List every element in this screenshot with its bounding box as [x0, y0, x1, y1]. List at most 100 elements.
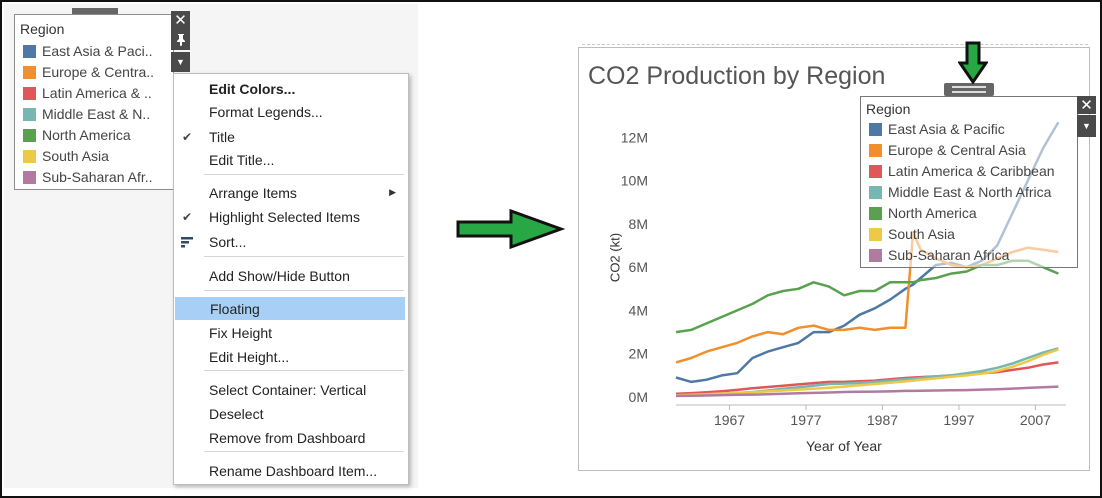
legend-swatch — [869, 248, 882, 262]
legend-item[interactable]: Middle East & North Africa — [869, 182, 1083, 202]
menu-item-label: Edit Height... — [209, 348, 290, 365]
menu-item-label: Format Legends... — [209, 103, 323, 120]
legend-item[interactable]: Europe & Central Asia — [869, 140, 1083, 160]
menu-item-deselect[interactable]: Deselect — [174, 402, 408, 425]
legend-item[interactable]: Latin America & .. — [23, 83, 173, 103]
legend-item[interactable]: Sub-Saharan Afr.. — [23, 167, 173, 187]
series-line-north-america[interactable] — [675, 259, 1059, 334]
menu-separator — [204, 256, 404, 257]
legend-item-label: Europe & Centra.. — [42, 64, 155, 80]
legend-item[interactable]: Latin America & Caribbean — [869, 161, 1083, 181]
y-tick-label: 10M — [621, 173, 648, 189]
legend-swatch — [23, 128, 36, 142]
legend-item[interactable]: South Asia — [23, 146, 173, 166]
menu-separator — [204, 451, 404, 452]
legend-item-label: North America — [42, 127, 131, 143]
legend-swatch — [869, 227, 882, 241]
legend-item[interactable]: North America — [869, 203, 1083, 223]
y-tick-label: 12M — [621, 129, 648, 145]
menu-separator — [204, 290, 404, 291]
legend-swatch — [23, 65, 36, 79]
pin-icon[interactable] — [171, 29, 190, 50]
right-arrow-icon — [456, 208, 565, 250]
menu-item-label: Sort... — [209, 233, 247, 250]
menu-item-edit-height[interactable]: Edit Height... — [174, 345, 408, 368]
y-tick-label: 6M — [629, 259, 648, 275]
menu-item-floating[interactable]: Floating — [175, 297, 405, 320]
down-arrow-icon — [958, 41, 988, 85]
checkmark-icon: ✔ — [182, 209, 193, 224]
legend-item[interactable]: South Asia — [869, 224, 1083, 244]
legend-item-label: Latin America & Caribbean — [888, 163, 1055, 179]
legend-item-label: East Asia & Pacific — [888, 121, 1005, 137]
menu-item-label: Fix Height — [209, 324, 273, 341]
y-tick-label: 4M — [629, 302, 648, 318]
menu-item-add-show-hide-button[interactable]: Add Show/Hide Button — [174, 264, 408, 287]
legend-context-menu: Edit Colors... Format Legends... ✔ Title Edi… — [173, 73, 409, 485]
x-tick-label: 1997 — [943, 412, 974, 428]
close-icon[interactable]: ✕ — [171, 11, 190, 29]
more-options-chevron-down-icon[interactable]: ▼ — [171, 52, 190, 72]
menu-item-title[interactable]: ✔ Title — [174, 125, 408, 148]
menu-item-highlight-selected-items[interactable]: ✔ Highlight Selected Items — [174, 205, 408, 228]
legend-drag-tab[interactable] — [72, 8, 118, 14]
menu-separator — [204, 174, 404, 175]
menu-item-label: Add Show/Hide Button — [209, 267, 350, 284]
legend-item-label: Latin America & .. — [42, 85, 152, 101]
x-tick-label: 1977 — [790, 412, 821, 428]
legend-item-label: Middle East & North Africa — [888, 184, 1052, 200]
menu-item-select-container-vertical[interactable]: Select Container: Vertical — [174, 378, 408, 401]
legend-title: Region — [20, 21, 65, 37]
y-tick-label: 8M — [629, 216, 648, 232]
legend-swatch — [23, 44, 36, 58]
legend-swatch — [23, 107, 36, 121]
menu-item-label: Select Container: Vertical — [209, 381, 367, 398]
floating-region-legend[interactable]: Region East Asia & Pacific Europe & Centr… — [860, 96, 1078, 268]
floating-legend-drag-handle[interactable] — [944, 83, 994, 96]
menu-item-label: Title — [209, 128, 235, 145]
legend-item-label: East Asia & Paci.. — [42, 43, 153, 59]
chart-title: CO2 Production by Region — [588, 62, 886, 90]
legend-item[interactable]: North America — [23, 125, 173, 145]
legend-item-label: South Asia — [42, 148, 109, 164]
x-tick-label: 1987 — [867, 412, 898, 428]
legend-item[interactable]: Sub-Saharan Africa — [869, 245, 1083, 265]
series-line-sub-saharan-africa[interactable] — [675, 385, 1059, 398]
legend-swatch — [23, 86, 36, 100]
menu-item-rename-dashboard-item[interactable]: Rename Dashboard Item... — [174, 459, 408, 482]
menu-item-label: Arrange Items — [209, 184, 297, 201]
menu-item-label: Rename Dashboard Item... — [209, 462, 378, 479]
menu-item-edit-colors[interactable]: Edit Colors... — [174, 77, 408, 100]
legend-item-label: Europe & Central Asia — [888, 142, 1026, 158]
legend-item-label: Sub-Saharan Afr.. — [42, 169, 153, 185]
floating-legend-chevron-down-icon[interactable]: ▼ — [1077, 115, 1096, 137]
legend-swatch — [869, 143, 882, 157]
menu-item-label: Highlight Selected Items — [209, 208, 360, 225]
legend-swatch — [869, 122, 882, 136]
menu-item-label: Edit Title... — [209, 151, 275, 168]
legend-item[interactable]: Europe & Centra.. — [23, 62, 173, 82]
menu-item-remove-from-dashboard[interactable]: Remove from Dashboard — [174, 426, 408, 449]
menu-item-fix-height[interactable]: Fix Height — [174, 321, 408, 344]
sort-icon — [181, 236, 193, 247]
y-tick-label: 2M — [629, 346, 648, 362]
legend-item[interactable]: East Asia & Paci.. — [23, 41, 173, 61]
y-tick-label: 0M — [629, 389, 648, 405]
menu-item-edit-title[interactable]: Edit Title... — [174, 148, 408, 171]
menu-item-label: Deselect — [209, 405, 264, 422]
floating-legend-title: Region — [866, 101, 911, 117]
x-tick-label: 1967 — [714, 412, 745, 428]
floating-legend-close-icon[interactable]: ✕ — [1077, 96, 1096, 114]
checkmark-icon: ✔ — [182, 129, 193, 144]
menu-item-sort[interactable]: Sort... — [174, 230, 408, 253]
legend-item[interactable]: Middle East & N.. — [23, 104, 173, 124]
series-line-south-asia[interactable] — [675, 348, 1059, 397]
legend-item[interactable]: East Asia & Pacific — [869, 119, 1083, 139]
legend-swatch — [869, 206, 882, 220]
legend-swatch — [23, 149, 36, 163]
menu-item-arrange-items[interactable]: Arrange Items ▶ — [174, 181, 408, 204]
menu-item-format-legends[interactable]: Format Legends... — [174, 100, 408, 123]
legend-item-label: North America — [888, 205, 977, 221]
legend-swatch — [869, 185, 882, 199]
